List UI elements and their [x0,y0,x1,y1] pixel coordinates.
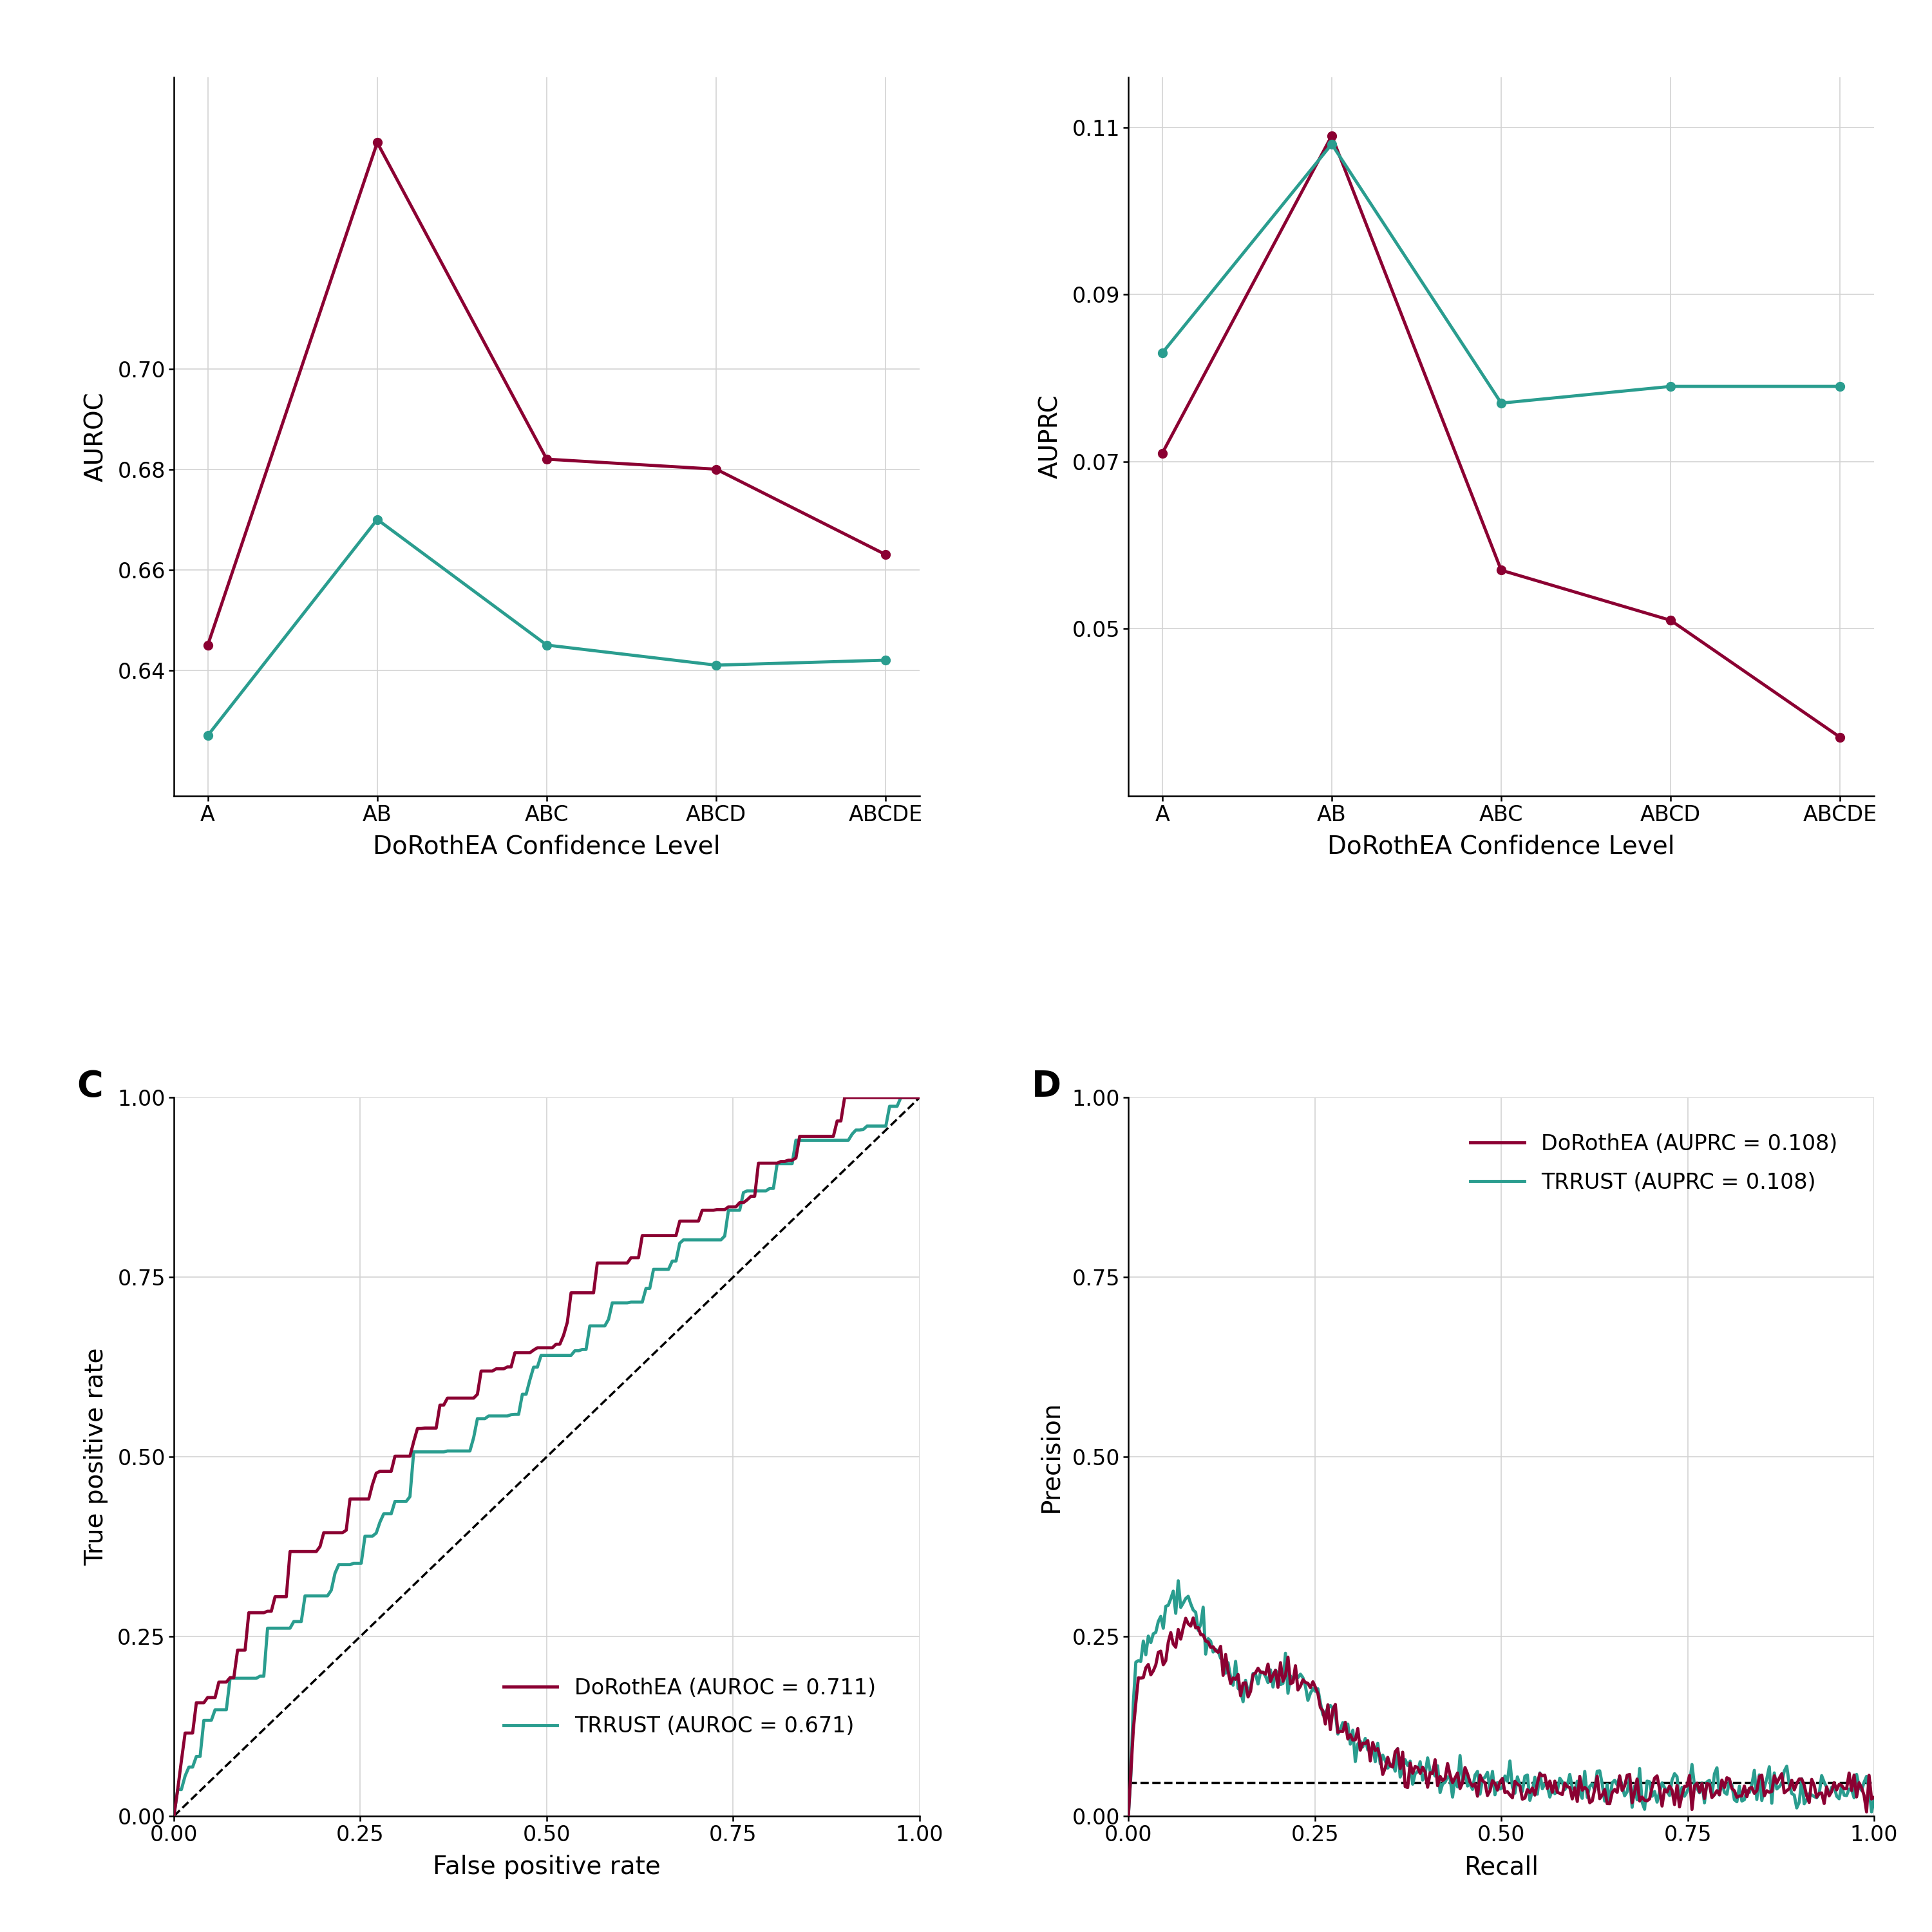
Text: D: D [1032,1068,1061,1103]
TRRUST (AUROC = 0.671) [361,1524,384,1548]
TRRUST (AUPRC = 0.108) [1117,1804,1140,1828]
DoRothEA (AUROC = 0.711) [361,1472,384,1495]
DoRothEA (AUPRC = 0.108) [1748,1766,1772,1789]
Y-axis label: AUPRC: AUPRC [1039,394,1063,479]
DoRothEA (AUPRC = 0.108) [1119,1762,1142,1785]
TRRUST (AUPRC = 0.108) [1119,1766,1142,1789]
Legend: DoRothEA (AUPRC = 0.108), TRRUST (AUPRC = 0.108): DoRothEA (AUPRC = 0.108), TRRUST (AUPRC … [1461,1122,1849,1204]
Line: DoRothEA (AUPRC = 0.108): DoRothEA (AUPRC = 0.108) [1128,1617,1874,1816]
X-axis label: DoRothEA Confidence Level: DoRothEA Confidence Level [373,835,721,860]
Y-axis label: AUROC: AUROC [83,392,108,481]
Line: TRRUST (AUROC = 0.671): TRRUST (AUROC = 0.671) [174,1097,920,1816]
TRRUST (AUROC = 0.671) [844,1119,867,1142]
TRRUST (AUPRC = 0.108) [1748,1764,1772,1787]
TRRUST (AUROC = 0.671) [207,1698,230,1721]
TRRUST (AUPRC = 0.108) [1563,1779,1586,1803]
DoRothEA (AUPRC = 0.108) [1117,1804,1140,1828]
DoRothEA (AUROC = 0.711) [162,1804,185,1828]
Y-axis label: Precision: Precision [1037,1401,1063,1513]
DoRothEA (AUPRC = 0.108) [1795,1785,1818,1808]
Line: DoRothEA (AUROC = 0.711): DoRothEA (AUROC = 0.711) [174,1097,920,1816]
DoRothEA (AUPRC = 0.108) [1577,1777,1600,1801]
TRRUST (AUPRC = 0.108) [1795,1787,1818,1810]
X-axis label: Recall: Recall [1464,1855,1538,1880]
TRRUST (AUPRC = 0.108) [1167,1569,1190,1592]
DoRothEA (AUPRC = 0.108) [1182,1605,1206,1629]
DoRothEA (AUROC = 0.711) [207,1671,230,1694]
DoRothEA (AUROC = 0.711) [875,1086,898,1109]
TRRUST (AUROC = 0.671) [871,1115,895,1138]
Legend: DoRothEA (AUROC = 0.711), TRRUST (AUROC = 0.671): DoRothEA (AUROC = 0.711), TRRUST (AUROC … [493,1667,887,1748]
X-axis label: False positive rate: False positive rate [433,1855,661,1880]
TRRUST (AUPRC = 0.108) [1862,1789,1886,1812]
Text: A: A [77,0,104,4]
TRRUST (AUROC = 0.671) [301,1584,325,1607]
TRRUST (AUPRC = 0.108) [1577,1785,1600,1808]
TRRUST (AUROC = 0.671) [162,1804,185,1828]
X-axis label: DoRothEA Confidence Level: DoRothEA Confidence Level [1327,835,1675,860]
TRRUST (AUROC = 0.671) [908,1086,931,1109]
DoRothEA (AUROC = 0.711) [301,1540,325,1563]
TRRUST (AUROC = 0.671) [889,1086,912,1109]
Line: TRRUST (AUPRC = 0.108): TRRUST (AUPRC = 0.108) [1128,1580,1874,1816]
TRRUST (AUPRC = 0.108) [1561,1776,1584,1799]
DoRothEA (AUROC = 0.711) [193,1690,216,1714]
DoRothEA (AUPRC = 0.108) [1862,1785,1886,1808]
DoRothEA (AUPRC = 0.108) [1563,1776,1586,1799]
Text: B: B [1032,0,1059,4]
TRRUST (AUROC = 0.671) [193,1708,216,1731]
DoRothEA (AUROC = 0.711) [908,1086,931,1109]
Y-axis label: True positive rate: True positive rate [83,1349,108,1565]
DoRothEA (AUROC = 0.711) [833,1086,856,1109]
DoRothEA (AUPRC = 0.108) [1561,1787,1584,1810]
DoRothEA (AUROC = 0.711) [848,1086,871,1109]
Text: C: C [77,1068,102,1103]
